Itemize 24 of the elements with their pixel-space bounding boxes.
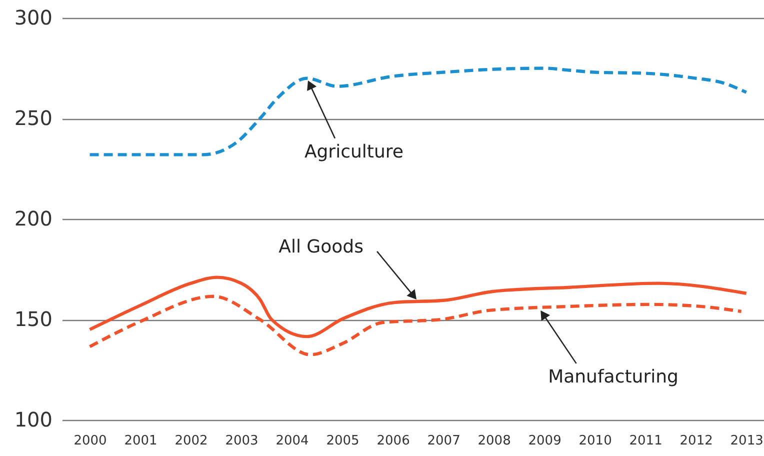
x-tick-label: 2004 <box>276 434 309 448</box>
annotation: Manufacturing <box>548 366 678 388</box>
x-tick-label: 2011 <box>629 434 662 448</box>
annotation: All Goods <box>278 236 364 258</box>
y-tick-label: 300 <box>14 6 52 30</box>
x-tick-label: 2002 <box>174 434 208 448</box>
x-tick-label: 2007 <box>427 434 460 448</box>
line-series <box>88 276 748 338</box>
x-tick-label: 2013 <box>730 434 764 448</box>
y-tick-label: 200 <box>14 206 52 230</box>
x-tick-label: 2006 <box>376 434 410 448</box>
x-tick-label: 2000 <box>74 434 107 448</box>
x-tick-label: 2003 <box>225 434 258 448</box>
x-tick-label: 2010 <box>578 434 612 448</box>
x-tick-label: 2012 <box>680 434 713 448</box>
x-tick-label: 2009 <box>528 434 562 448</box>
annotation: Agriculture <box>304 141 404 162</box>
y-tick-label: 150 <box>14 307 52 331</box>
x-tick-label: 2008 <box>478 434 511 448</box>
y-tick-label: 250 <box>14 106 52 130</box>
y-tick-label: 100 <box>14 408 52 432</box>
x-tick-label: 2001 <box>124 434 158 448</box>
line-series <box>88 294 743 356</box>
x-tick-label: 2005 <box>326 434 360 448</box>
